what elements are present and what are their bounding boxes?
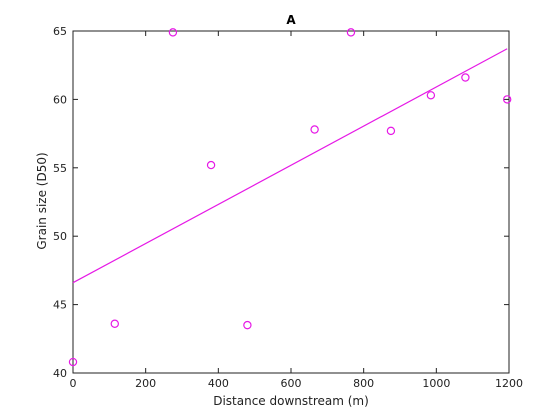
y-axis-label: Grain size (D50) [35,152,49,249]
y-tick-label: 55 [53,162,67,175]
x-tick-label: 600 [281,377,302,390]
data-point [110,319,119,328]
y-tick-label: 65 [53,25,67,38]
x-tick-label: 800 [353,377,374,390]
data-point [243,320,252,330]
y-tick-label: 50 [53,230,67,243]
data-point [68,357,78,367]
x-tick-label: 1200 [495,377,523,390]
data-point [346,28,356,37]
data-point [168,28,178,37]
data-point [461,73,470,82]
axes-frame [72,30,510,374]
y-tick-label: 45 [53,299,67,312]
plot-area: 0 200 400 600 800 1000 1200 40 45 50 55 60 65 [53,25,523,390]
y-tick-label: 40 [53,367,67,380]
y-tick-label: 60 [53,93,67,106]
data-point [206,160,216,170]
x-tick-label: 400 [208,377,229,390]
x-tick-label: 1000 [422,377,450,390]
chart-title: A [286,13,296,27]
data-point [502,95,512,104]
x-axis-label: Distance downstream (m) [213,394,369,408]
x-tick-label: 0 [70,377,77,390]
data-point [426,91,436,100]
data-point [310,125,319,134]
data-point [386,126,396,136]
fit-line [72,48,508,284]
x-tick-label: 200 [135,377,156,390]
